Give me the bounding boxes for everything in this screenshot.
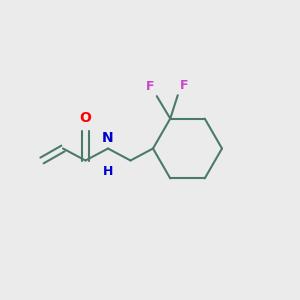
Text: H: H xyxy=(103,165,113,178)
Text: F: F xyxy=(146,80,154,92)
Text: O: O xyxy=(80,111,92,125)
Text: N: N xyxy=(102,131,114,146)
Text: F: F xyxy=(180,79,189,92)
